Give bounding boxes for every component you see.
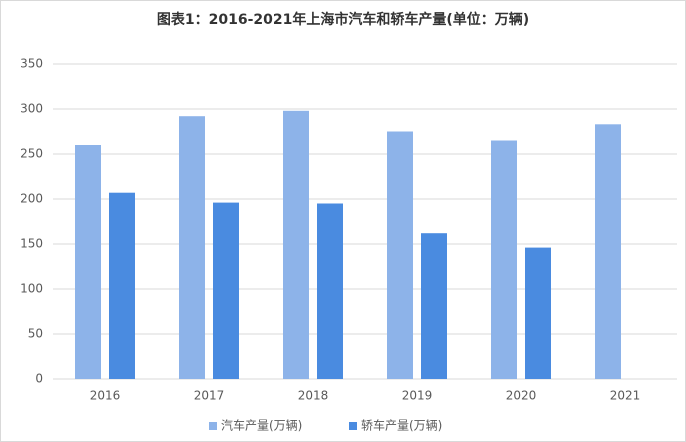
bar bbox=[491, 140, 517, 379]
bar bbox=[317, 203, 343, 379]
x-tick-label: 2020 bbox=[506, 389, 537, 403]
chart-title: 图表1：2016-2021年上海市汽车和轿车产量(单位：万辆) bbox=[157, 11, 529, 28]
x-tick-label: 2021 bbox=[610, 389, 641, 403]
x-tick-label: 2019 bbox=[402, 389, 433, 403]
bar bbox=[387, 131, 413, 379]
bar bbox=[283, 110, 309, 380]
y-tick-label: 100 bbox=[20, 282, 43, 296]
legend-swatch bbox=[209, 422, 217, 430]
y-tick-label: 250 bbox=[20, 147, 43, 161]
bar bbox=[595, 124, 621, 379]
y-tick-label: 50 bbox=[28, 327, 43, 341]
bar bbox=[75, 145, 101, 379]
bar bbox=[109, 192, 135, 379]
y-tick-label: 150 bbox=[20, 237, 43, 251]
bar bbox=[525, 247, 551, 379]
x-tick-label: 2018 bbox=[298, 389, 329, 403]
legend-label: 汽车产量(万辆) bbox=[221, 418, 302, 433]
legend-swatch bbox=[349, 422, 357, 430]
x-tick-label: 2017 bbox=[194, 389, 225, 403]
legend-label: 轿车产量(万辆) bbox=[361, 418, 442, 433]
y-tick-label: 0 bbox=[35, 372, 43, 386]
x-tick-label: 2016 bbox=[90, 389, 121, 403]
bar bbox=[213, 202, 239, 379]
bar bbox=[179, 116, 205, 379]
y-tick-label: 350 bbox=[20, 57, 43, 71]
y-tick-label: 300 bbox=[20, 102, 43, 116]
y-tick-label: 200 bbox=[20, 192, 43, 206]
bar bbox=[421, 233, 447, 379]
